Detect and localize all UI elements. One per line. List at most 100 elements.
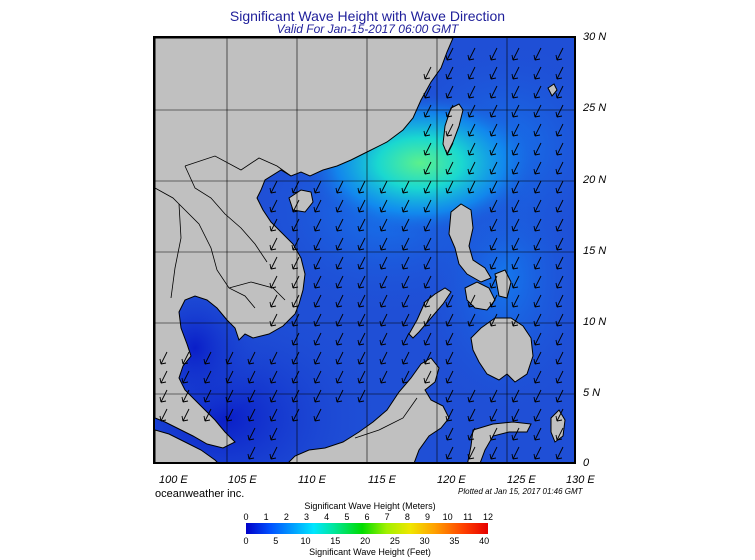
wave-arrow xyxy=(511,199,520,213)
wave-arrow xyxy=(357,313,366,327)
wave-arrow xyxy=(423,218,432,232)
land-halmahera xyxy=(550,409,566,443)
border-laos xyxy=(184,165,268,263)
wave-arrow xyxy=(467,47,476,61)
wave-arrow xyxy=(291,313,300,327)
wave-arrow xyxy=(291,389,300,403)
wave-arrow xyxy=(291,370,300,384)
wave-arrow xyxy=(445,161,454,175)
wave-arrow xyxy=(291,256,300,270)
land-taiwan xyxy=(442,103,464,156)
wave-arrow xyxy=(159,351,168,365)
wave-arrow xyxy=(379,256,388,270)
map-title: Significant Wave Height with Wave Direct… xyxy=(229,8,506,24)
wave-arrow xyxy=(401,351,410,365)
wave-arrow xyxy=(357,218,366,232)
border-myanmar xyxy=(155,187,182,299)
wave-arrow xyxy=(291,275,300,289)
wave-arrow xyxy=(555,123,564,137)
wave-arrow xyxy=(401,256,410,270)
wave-arrow xyxy=(313,275,322,289)
wave-arrow xyxy=(511,275,520,289)
wave-arrow xyxy=(511,313,520,327)
wave-arrow xyxy=(379,199,388,213)
wave-arrow xyxy=(445,47,454,61)
legend-tick-feet: 15 xyxy=(330,536,341,546)
wave-arrow xyxy=(489,389,498,403)
wave-arrow xyxy=(269,275,278,289)
wave-arrow xyxy=(203,351,212,365)
wave-arrow xyxy=(555,161,564,175)
lat-label-30n: 30 N xyxy=(583,31,607,43)
wave-arrow xyxy=(379,180,388,194)
wave-arrow xyxy=(533,199,542,213)
wave-arrow xyxy=(533,408,542,422)
wave-arrow xyxy=(533,389,542,403)
land-sulawesi xyxy=(467,421,532,462)
border-china-south xyxy=(184,155,292,177)
wave-arrow xyxy=(423,256,432,270)
legend-title-feet: Significant Wave Height (Feet) xyxy=(309,547,431,557)
legend-tick-meters: 5 xyxy=(344,512,350,522)
wave-arrow xyxy=(555,85,564,99)
wave-arrow xyxy=(401,218,410,232)
wave-arrow xyxy=(269,199,278,213)
legend-tick-meters: 10 xyxy=(442,512,453,522)
wave-arrow xyxy=(445,180,454,194)
wave-arrow xyxy=(335,237,344,251)
wave-arrow xyxy=(313,294,322,308)
wave-direction-arrows xyxy=(159,47,564,460)
wave-arrow xyxy=(159,408,168,422)
wave-arrow xyxy=(445,351,454,365)
wave-arrow xyxy=(401,237,410,251)
wave-arrow xyxy=(335,313,344,327)
wave-arrow xyxy=(511,256,520,270)
wave-arrow xyxy=(445,66,454,80)
wave-arrow xyxy=(423,104,432,118)
wave-arrow xyxy=(401,294,410,308)
wave-arrow xyxy=(423,313,432,327)
wave-arrow xyxy=(313,389,322,403)
wave-arrow xyxy=(511,294,520,308)
wave-arrow xyxy=(313,313,322,327)
country-borders xyxy=(155,155,418,439)
wave-arrow xyxy=(203,389,212,403)
land-okinawa xyxy=(547,83,558,97)
legend-tick-feet: 40 xyxy=(479,536,490,546)
wave-arrow xyxy=(467,180,476,194)
wave-arrow xyxy=(357,256,366,270)
wave-arrow xyxy=(555,294,564,308)
wave-arrow xyxy=(533,332,542,346)
legend-tick-meters: 1 xyxy=(263,512,269,522)
wave-arrow xyxy=(335,275,344,289)
legend-tick-feet: 10 xyxy=(300,536,311,546)
wave-arrow xyxy=(489,427,498,441)
wave-arrow xyxy=(247,408,256,422)
wave-arrow xyxy=(445,85,454,99)
wave-arrow xyxy=(533,256,542,270)
wave-arrow xyxy=(445,313,454,327)
lon-label-115e: 115 E xyxy=(368,474,396,486)
wave-arrow xyxy=(181,351,190,365)
legend-tick-meters: 11 xyxy=(463,512,473,522)
wave-arrow xyxy=(489,199,498,213)
wave-arrow xyxy=(291,351,300,365)
wave-arrow xyxy=(203,408,212,422)
wave-arrow xyxy=(445,446,454,460)
wave-arrow xyxy=(533,161,542,175)
wave-arrow xyxy=(247,446,256,460)
lon-label-130e: 130 E xyxy=(566,474,595,486)
wave-arrow xyxy=(423,332,432,346)
legend-tick-feet: 5 xyxy=(273,536,279,546)
map-subtitle: Valid For Jan-15-2017 06:00 GMT xyxy=(276,22,459,36)
wave-arrow xyxy=(555,351,564,365)
wave-arrow xyxy=(269,446,278,460)
lon-label-125e: 125 E xyxy=(507,474,536,486)
wave-arrow xyxy=(555,218,564,232)
wave-arrow xyxy=(357,237,366,251)
wave-arrow xyxy=(555,142,564,156)
wave-arrow xyxy=(445,389,454,403)
wave-arrow xyxy=(269,389,278,403)
wave-arrow xyxy=(423,180,432,194)
